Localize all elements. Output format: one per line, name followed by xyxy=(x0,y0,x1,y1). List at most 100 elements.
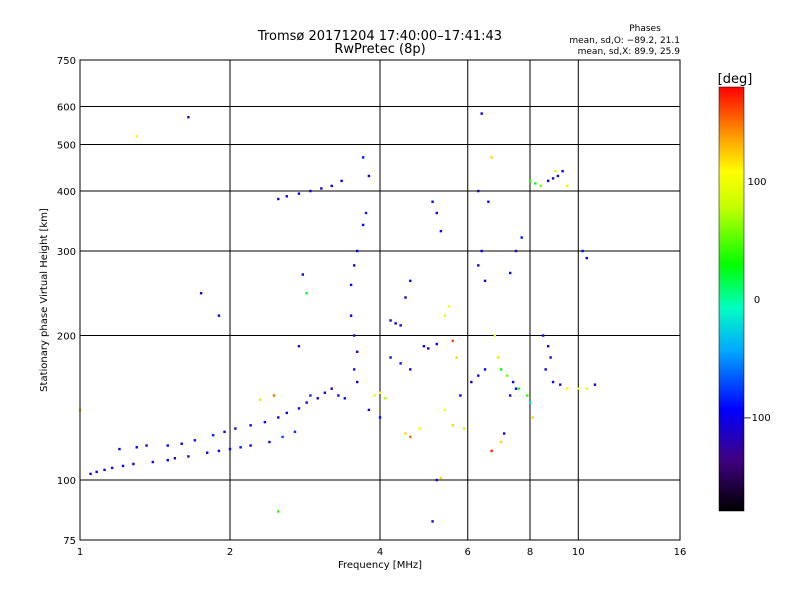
data-point xyxy=(539,184,542,188)
data-point xyxy=(483,368,487,371)
data-point xyxy=(349,314,353,317)
data-point xyxy=(394,322,397,325)
data-point xyxy=(439,476,443,480)
data-point xyxy=(447,305,451,308)
data-point xyxy=(487,200,490,203)
data-point xyxy=(480,249,483,253)
data-point xyxy=(309,394,312,397)
y-tick-label: 750 xyxy=(57,56,76,67)
data-point xyxy=(340,179,343,183)
data-points xyxy=(78,112,597,523)
data-point xyxy=(355,249,359,253)
data-point xyxy=(455,356,458,359)
data-point xyxy=(268,440,271,444)
data-point xyxy=(409,279,412,283)
data-point xyxy=(585,256,588,260)
data-point xyxy=(493,334,497,337)
data-point xyxy=(514,249,518,253)
data-point xyxy=(205,451,209,454)
data-point xyxy=(418,427,421,430)
data-point xyxy=(477,374,480,377)
data-point xyxy=(544,368,547,371)
data-point xyxy=(528,401,532,404)
data-point xyxy=(309,189,312,193)
data-point xyxy=(435,478,438,482)
data-point xyxy=(285,411,288,415)
data-point xyxy=(297,345,301,348)
data-point xyxy=(145,444,148,447)
data-point xyxy=(443,408,447,412)
y-tick-label: 75 xyxy=(63,536,76,547)
data-point xyxy=(404,296,407,299)
data-point xyxy=(554,169,557,173)
phases-x-stats: mean, sd,X: 89.9, 25.9 xyxy=(578,47,681,57)
data-point xyxy=(541,334,545,337)
data-point xyxy=(499,368,503,371)
data-point xyxy=(352,368,356,371)
data-point xyxy=(234,427,237,430)
data-point xyxy=(508,394,512,397)
x-tick-label: 10 xyxy=(572,547,585,558)
data-point xyxy=(565,387,569,390)
data-point xyxy=(217,449,221,453)
data-point xyxy=(293,430,297,434)
data-point xyxy=(297,407,301,410)
plot-area: 1 2 4 6 8 10 16 75 100 200 300 400 500 600 750 xyxy=(57,56,686,558)
data-point xyxy=(546,179,550,183)
data-point xyxy=(239,446,242,449)
phases-o-stats: mean, sd,O: −89.2, 21.1 xyxy=(569,36,680,46)
data-point xyxy=(480,112,483,115)
data-point xyxy=(389,319,392,322)
data-point xyxy=(228,447,232,451)
data-point xyxy=(259,398,262,401)
data-point xyxy=(528,179,532,183)
colorbar-tick-label: 100 xyxy=(747,177,766,188)
data-point xyxy=(135,135,138,138)
colorbar-tick-label: −100 xyxy=(743,413,770,424)
data-point xyxy=(508,271,512,275)
data-point xyxy=(399,324,402,327)
x-tick-label: 4 xyxy=(377,547,383,558)
data-point xyxy=(517,387,521,390)
data-point xyxy=(211,433,215,437)
data-point xyxy=(577,387,580,390)
data-point xyxy=(349,283,353,287)
y-tick-label: 500 xyxy=(57,141,76,152)
data-point xyxy=(180,442,183,445)
data-point xyxy=(89,472,92,476)
data-point xyxy=(496,356,500,359)
data-point xyxy=(337,394,340,397)
data-point xyxy=(451,424,455,427)
data-point xyxy=(499,440,503,444)
data-point xyxy=(531,416,534,419)
colorbar-label: [deg] xyxy=(718,72,753,87)
data-point xyxy=(361,223,365,227)
grid-lines xyxy=(80,60,680,540)
x-tick-label: 6 xyxy=(465,547,471,558)
data-point xyxy=(361,156,365,159)
data-point xyxy=(378,416,382,419)
data-point xyxy=(520,236,523,239)
data-point xyxy=(551,380,555,384)
data-point xyxy=(404,432,407,435)
data-point xyxy=(511,380,515,384)
data-point xyxy=(297,192,301,195)
y-tick-label: 200 xyxy=(57,332,76,343)
x-tick-label: 2 xyxy=(227,547,233,558)
x-tick-labels: 1 2 4 6 8 10 16 xyxy=(77,547,687,558)
x-axis-label: Frequency [MHz] xyxy=(338,560,422,571)
data-point xyxy=(477,189,480,193)
data-point xyxy=(166,444,169,447)
y-tick-label: 400 xyxy=(57,187,76,198)
data-point xyxy=(431,520,434,523)
data-point xyxy=(316,397,319,400)
data-point xyxy=(505,374,509,377)
data-point xyxy=(305,401,308,404)
chart-title: Tromsø 20171204 17:40:00–17:41:43 xyxy=(257,29,502,44)
x-tick-label: 1 xyxy=(77,547,83,558)
data-point xyxy=(435,342,438,346)
data-point xyxy=(95,470,98,474)
data-point xyxy=(343,397,347,400)
data-point xyxy=(249,424,252,427)
data-point xyxy=(118,447,121,451)
